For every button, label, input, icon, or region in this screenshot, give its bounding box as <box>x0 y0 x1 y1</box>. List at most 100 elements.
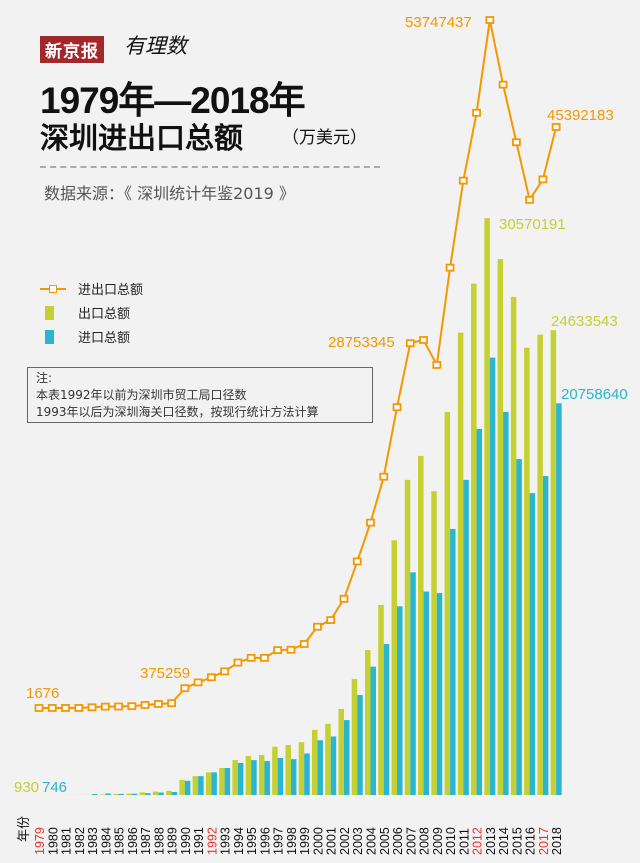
year-tick-label: 2013 <box>484 827 498 855</box>
export-bar <box>232 760 238 795</box>
total-point <box>127 702 137 711</box>
export-bar <box>391 540 398 795</box>
export-bar <box>166 790 172 795</box>
year-tick-label: 1981 <box>60 827 74 855</box>
total-point <box>206 673 216 682</box>
year-tick-label: 1996 <box>258 827 272 855</box>
total-point <box>34 704 44 712</box>
total-point <box>299 640 309 648</box>
year-tick-label: 2014 <box>497 827 511 855</box>
import-bar <box>131 793 138 795</box>
data-label: 746 <box>42 779 67 796</box>
year-tick-label: 1983 <box>86 827 100 855</box>
export-bar <box>205 772 212 795</box>
year-tick-label: 2000 <box>311 827 325 855</box>
note-label: 注: <box>36 371 53 385</box>
total-point <box>405 339 415 348</box>
import-bar <box>516 459 522 795</box>
year-tick-label: 1995 <box>245 827 259 855</box>
export-bar <box>484 218 490 795</box>
total-point <box>326 616 336 624</box>
year-tick-label: 1988 <box>152 827 166 855</box>
import-bar <box>343 720 350 795</box>
export-bar <box>152 791 159 795</box>
legend-label: 进口总额 <box>78 331 131 346</box>
export-bar <box>365 650 371 795</box>
year-tick-label: 2006 <box>391 827 405 855</box>
legend-export: 出口总额 <box>40 303 130 322</box>
legend-label: 出口总额 <box>78 307 131 322</box>
year-tick-label: 1987 <box>139 827 153 855</box>
total-point <box>419 336 428 344</box>
year-tick-label: 2018 <box>550 827 564 855</box>
legend-swatch-icon <box>40 329 66 345</box>
import-bar <box>184 780 191 795</box>
import-bar <box>436 593 443 795</box>
total-point <box>472 108 481 117</box>
import-bar <box>145 793 151 795</box>
total-point <box>392 403 402 412</box>
total-point <box>551 123 561 131</box>
export-bar <box>99 794 106 795</box>
export-bar <box>537 334 543 795</box>
export-bar <box>378 604 384 795</box>
year-tick-label: 2017 <box>537 827 551 855</box>
total-point <box>47 704 57 712</box>
year-tick-label: 2007 <box>404 827 418 855</box>
import-bar <box>383 644 390 795</box>
title-years: 1979年—2018年 <box>40 80 306 121</box>
year-tick-label: 2008 <box>418 827 432 855</box>
total-point <box>180 684 190 693</box>
export-bar <box>272 746 278 795</box>
export-bar <box>298 742 305 795</box>
import-bar <box>330 736 337 795</box>
total-point <box>114 702 123 711</box>
year-tick-label: 1999 <box>298 827 312 855</box>
legend-total: 进出口总额 <box>40 279 143 298</box>
year-tick-label: 2002 <box>338 827 352 855</box>
import-bar <box>105 793 111 795</box>
export-bar <box>351 678 358 795</box>
year-tick-label: 1993 <box>219 827 233 855</box>
total-point <box>193 678 203 687</box>
export-bar <box>258 754 265 795</box>
data-label: 375259 <box>140 665 190 682</box>
total-point <box>379 472 389 481</box>
year-tick-label: 2004 <box>365 827 379 855</box>
import-bar <box>450 528 456 795</box>
total-point <box>87 703 97 712</box>
import-bar <box>370 666 376 795</box>
export-bar <box>404 479 411 795</box>
export-bar <box>338 708 344 795</box>
total-point <box>525 195 535 204</box>
brand-logo: 新京报 <box>40 36 104 63</box>
x-axis-label: 年份 <box>17 816 32 842</box>
export-bar <box>431 491 437 795</box>
total-point <box>432 361 442 369</box>
import-bar <box>397 606 403 795</box>
year-tick-label: 1989 <box>166 827 180 855</box>
export-bar <box>192 776 199 795</box>
import-bar <box>423 591 430 795</box>
title-main: 深圳进出口总额 <box>40 121 244 155</box>
import-bar <box>264 761 270 795</box>
total-point <box>538 175 548 184</box>
export-bar <box>126 793 132 795</box>
total-point <box>286 645 296 654</box>
year-tick-label: 1980 <box>46 827 60 855</box>
total-point <box>260 653 269 662</box>
export-bar <box>550 330 557 795</box>
import-bar <box>224 768 231 795</box>
export-bar <box>113 793 119 795</box>
total-point <box>220 667 230 676</box>
import-bar <box>357 694 363 795</box>
year-tick-label: 2001 <box>325 827 339 855</box>
total-point <box>511 138 521 147</box>
import-bar <box>463 479 469 795</box>
import-bar <box>304 753 310 795</box>
legend-line-marker-icon <box>40 281 66 297</box>
total-line <box>38 19 558 709</box>
year-tick-label: 2012 <box>471 827 485 855</box>
year-tick-label: 1982 <box>73 827 87 855</box>
